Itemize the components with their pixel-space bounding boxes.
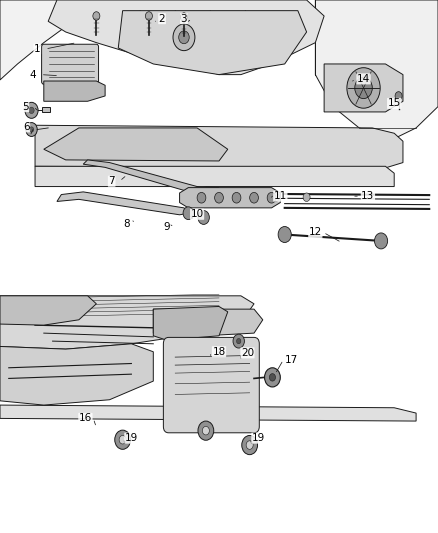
FancyBboxPatch shape [42,44,99,84]
Circle shape [29,127,34,132]
Circle shape [29,107,34,114]
Circle shape [198,421,214,440]
Text: 20: 20 [241,348,254,358]
Text: 15: 15 [388,99,401,108]
Text: 2: 2 [159,14,166,23]
Text: 9: 9 [163,222,170,232]
Circle shape [242,435,258,455]
Circle shape [215,192,223,203]
Circle shape [233,334,244,348]
Polygon shape [57,192,188,215]
Text: 16: 16 [79,414,92,423]
Text: 5: 5 [22,102,29,111]
Polygon shape [0,296,254,349]
Circle shape [265,368,280,387]
Polygon shape [0,296,96,325]
Polygon shape [118,11,307,75]
Circle shape [173,24,195,51]
Circle shape [374,233,388,249]
Text: 19: 19 [252,433,265,443]
Circle shape [183,207,194,220]
Bar [0,256,438,288]
Text: 19: 19 [125,433,138,443]
Polygon shape [0,405,416,421]
Text: 12: 12 [309,228,322,237]
Polygon shape [0,344,153,405]
Polygon shape [83,160,219,193]
Polygon shape [44,81,105,101]
Circle shape [198,211,209,224]
Circle shape [197,192,206,203]
Circle shape [115,430,131,449]
Circle shape [278,227,291,243]
Circle shape [145,12,152,20]
Circle shape [119,435,126,444]
Circle shape [272,193,279,201]
Circle shape [202,426,209,435]
Circle shape [395,92,402,100]
Circle shape [303,193,310,201]
Polygon shape [0,0,66,80]
Circle shape [250,192,258,203]
Bar [0,0,438,256]
Polygon shape [153,309,263,337]
Circle shape [347,68,380,108]
Text: 4: 4 [29,70,36,79]
Circle shape [179,31,189,44]
Circle shape [237,338,241,344]
Circle shape [93,12,100,20]
Polygon shape [324,64,403,112]
Text: 17: 17 [285,355,298,365]
Polygon shape [153,306,228,340]
Text: 14: 14 [357,74,370,84]
Circle shape [232,192,241,203]
Polygon shape [44,128,228,161]
Circle shape [26,123,37,136]
Circle shape [355,77,372,99]
Polygon shape [42,107,50,112]
FancyBboxPatch shape [163,337,259,433]
Text: 10: 10 [191,209,204,219]
Polygon shape [180,188,280,208]
Polygon shape [48,0,324,75]
Text: 18: 18 [212,347,226,357]
Polygon shape [315,0,438,139]
Text: 11: 11 [274,191,287,201]
Circle shape [269,374,276,381]
Text: 6: 6 [23,122,30,132]
Text: 7: 7 [108,176,115,186]
Circle shape [25,102,38,118]
Polygon shape [35,166,394,187]
Circle shape [246,441,253,449]
Text: 13: 13 [361,191,374,201]
Polygon shape [35,125,403,168]
Text: 3: 3 [180,14,187,23]
Text: 1: 1 [34,44,41,54]
Circle shape [180,13,187,21]
Text: 8: 8 [124,219,131,229]
Circle shape [267,192,276,203]
